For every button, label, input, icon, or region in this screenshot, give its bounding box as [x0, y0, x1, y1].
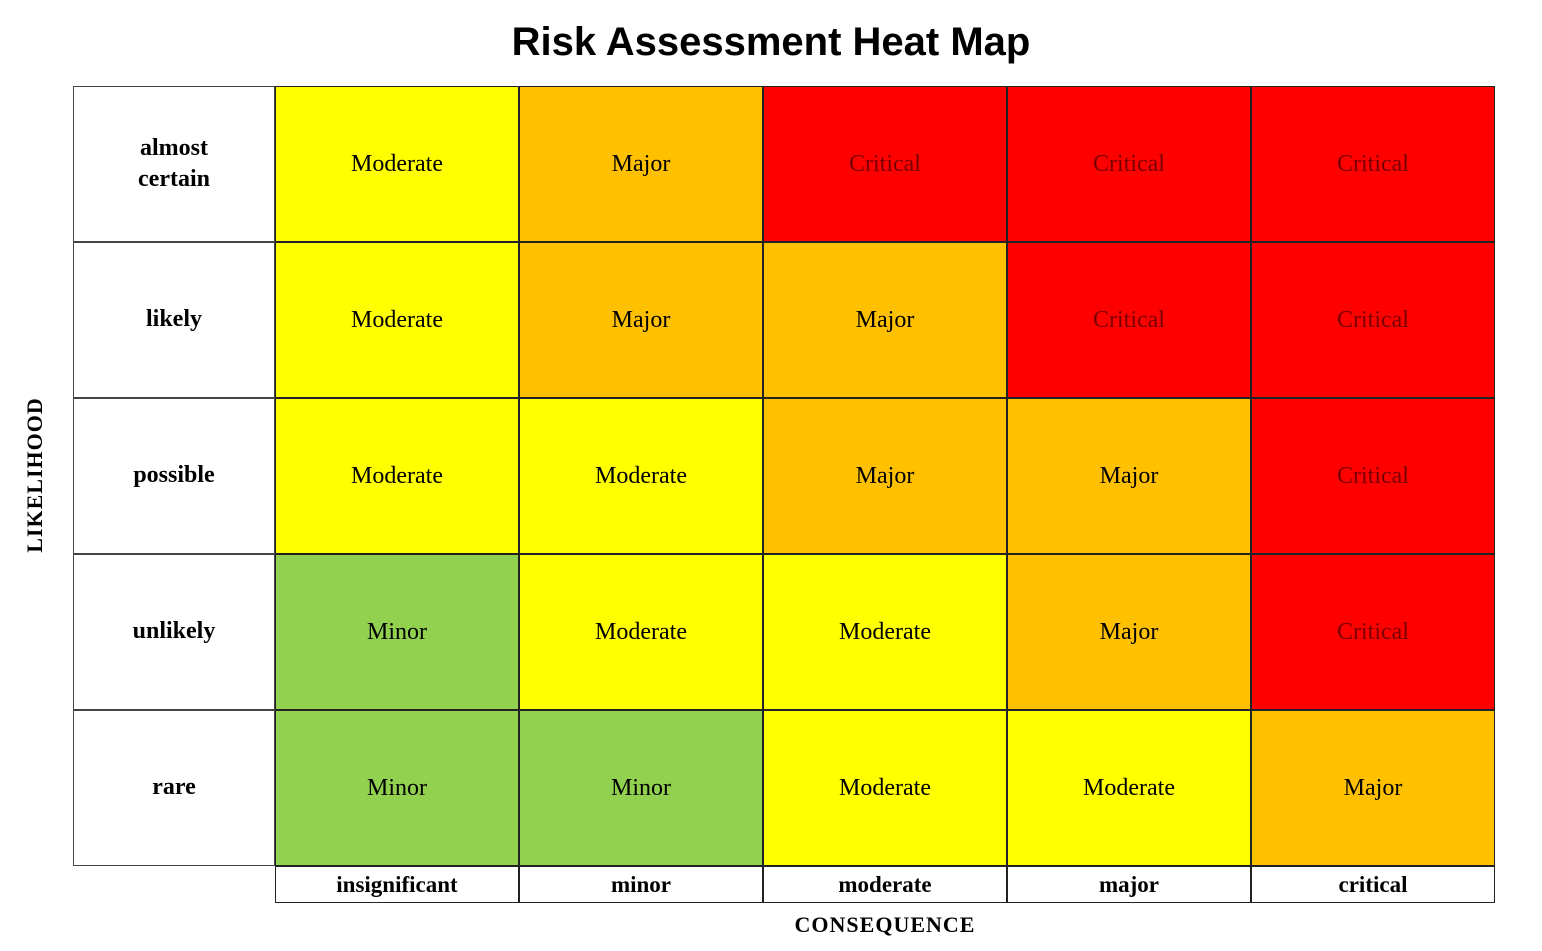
risk-cell: Minor — [275, 554, 519, 710]
x-axis-label: CONSEQUENCE — [794, 912, 976, 937]
column-label: minor — [519, 866, 763, 903]
column-label: major — [1007, 866, 1251, 903]
risk-cell: Critical — [1251, 554, 1495, 710]
risk-cell: Critical — [1251, 398, 1495, 554]
row-label: unlikely — [73, 554, 275, 710]
row-label: almost certain — [73, 86, 275, 242]
y-axis-label: LIKELIHOOD — [22, 397, 47, 553]
row-label: possible — [73, 398, 275, 554]
risk-cell: Critical — [1251, 86, 1495, 242]
risk-cell: Major — [763, 242, 1007, 398]
risk-cell: Critical — [1251, 242, 1495, 398]
column-label: insignificant — [275, 866, 519, 903]
row-label: likely — [73, 242, 275, 398]
risk-cell: Minor — [519, 710, 763, 866]
risk-cell: Moderate — [763, 710, 1007, 866]
column-label: moderate — [763, 866, 1007, 903]
row-label: rare — [73, 710, 275, 866]
risk-cell: Moderate — [519, 398, 763, 554]
risk-cell: Minor — [275, 710, 519, 866]
risk-cell: Major — [519, 242, 763, 398]
risk-cell: Major — [1007, 554, 1251, 710]
title: Risk Assessment Heat Map — [511, 20, 1031, 64]
risk-cell: Major — [1251, 710, 1495, 866]
risk-cell: Moderate — [763, 554, 1007, 710]
risk-cell: Major — [1007, 398, 1251, 554]
risk-cell: Critical — [763, 86, 1007, 242]
risk-cell: Moderate — [275, 242, 519, 398]
risk-cell: Major — [763, 398, 1007, 554]
risk-cell: Critical — [1007, 86, 1251, 242]
risk-cell: Moderate — [519, 554, 763, 710]
risk-cell: Moderate — [275, 86, 519, 242]
risk-cell: Critical — [1007, 242, 1251, 398]
risk-cell: Major — [519, 86, 763, 242]
risk-cell: Moderate — [275, 398, 519, 554]
risk-cell: Moderate — [1007, 710, 1251, 866]
column-label: critical — [1251, 866, 1495, 903]
